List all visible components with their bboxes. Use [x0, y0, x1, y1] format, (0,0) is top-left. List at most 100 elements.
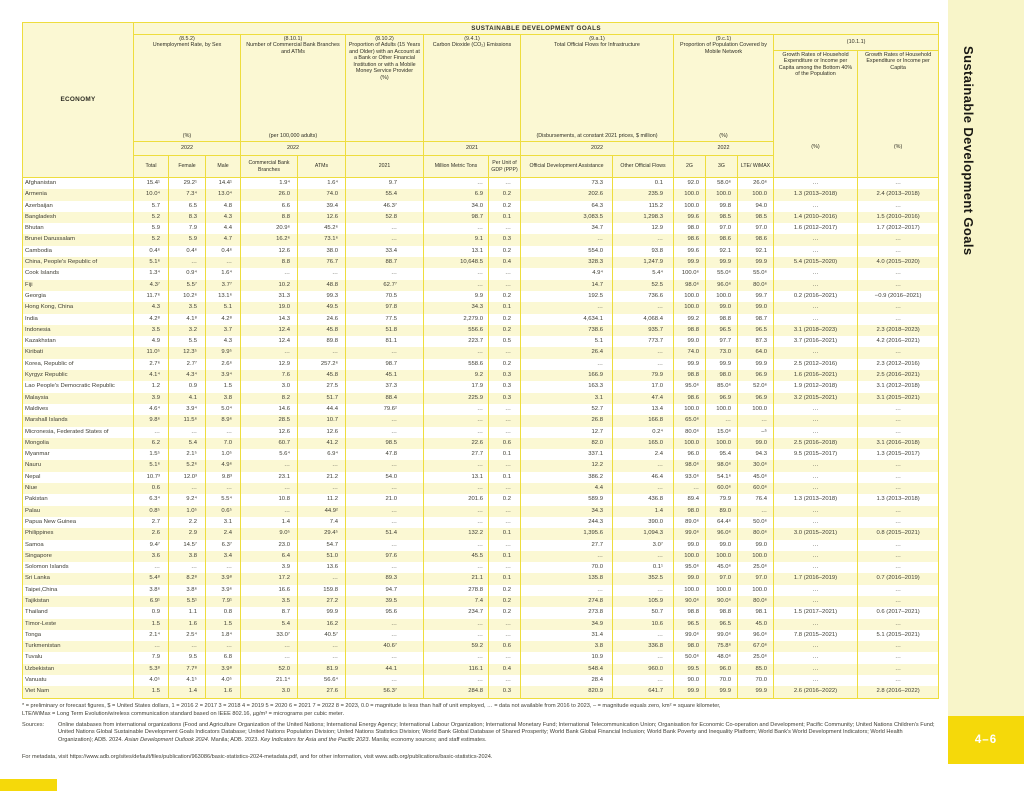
cell: 99.9 [673, 257, 706, 269]
cell: 12.6 [240, 426, 298, 438]
economy-name: Georgia [22, 290, 134, 303]
cell: 76.7 [297, 257, 346, 269]
cell: … [488, 618, 521, 630]
cell: 820.9 [520, 686, 613, 699]
cell: 44.4 [297, 403, 346, 416]
cell: … [520, 302, 613, 314]
cell: … [737, 415, 774, 427]
sources-text: Online databases from international orga… [58, 722, 938, 745]
cell: 100.0⁶ [673, 268, 706, 280]
group-mobile: (9.c.1) Proportion of Population Covered … [673, 34, 774, 142]
cell: 10.7 [297, 415, 346, 427]
cell: 89.8 [297, 336, 346, 348]
cell: 4.8 [205, 200, 241, 212]
cell: 100.0 [737, 403, 774, 416]
cell: … [773, 550, 858, 563]
year-unemployment: 2022 [133, 141, 241, 156]
cell: 27.7 [423, 449, 489, 461]
table-header: ECONOMY SUSTAINABLE DEVELOPMENT GOALS (8… [22, 22, 940, 178]
cell: 5.0⁴ [205, 403, 241, 416]
cell: 257.2⁶ [297, 358, 346, 371]
cell: 3.0 (2015–2021) [773, 528, 858, 540]
cell: 77.5 [345, 313, 424, 325]
cell: 97.7 [705, 336, 738, 348]
cell: 3.5 [168, 302, 206, 314]
cell: 100.0 [705, 403, 738, 416]
cell: … [297, 641, 346, 653]
cell: 12.6 [240, 245, 298, 258]
cell: 3.1 (2016–2018) [856, 437, 940, 450]
cell: 34.0 [423, 200, 489, 212]
cell: 0.6 [488, 641, 521, 653]
cell: 4.3⁷ [133, 279, 169, 291]
metadata-line[interactable]: For metadata, visit https://www.adb.org/… [22, 754, 493, 761]
cell: … [297, 483, 346, 495]
cell: … [612, 234, 674, 246]
cell: 11.7⁶ [133, 290, 169, 303]
table-row: Thailand 0.9 1.1 0.8 8.7 99.9 95.6 234.7 0.2 273.… [22, 607, 940, 619]
cell: 51.0 [297, 550, 346, 563]
cell: 3.1 [205, 516, 241, 529]
cell: 4.3 [133, 302, 169, 314]
cell: 1.3 (2015–2017) [856, 449, 940, 461]
cell: 1.3 (2013–2018) [856, 494, 940, 506]
economy-name: Palau [22, 505, 134, 517]
cell: 0.2 [488, 584, 521, 596]
economy-name: Kiribati [22, 347, 134, 359]
cell: 0.2 [488, 358, 521, 371]
cell: 10.2⁶ [168, 290, 206, 303]
economy-name: Brunei Darussalam [22, 234, 134, 246]
economy-name: Tuvalu [22, 652, 134, 664]
cell: 16.2 [297, 618, 346, 630]
cell: 89.3 [345, 573, 424, 585]
cell: 2.5 (2016–2018) [773, 437, 858, 450]
col-account-2021: 2021 [345, 155, 424, 178]
cell: 0.9 [168, 381, 206, 393]
cell: 244.3 [520, 516, 613, 529]
cell: … [773, 279, 858, 291]
cell: 60.0⁶ [737, 483, 774, 495]
cell: 166.8 [612, 415, 674, 427]
cell: … [488, 629, 521, 642]
economy-name: Micronesia, Federated States of [22, 426, 134, 438]
cell: 52.0 [240, 663, 298, 676]
cell: 99.0⁶ [705, 629, 738, 642]
cell: … [488, 483, 521, 495]
cell: 5.5⁷ [168, 279, 206, 291]
cell: 96.0 [705, 663, 738, 676]
cell: 26.8 [520, 415, 613, 427]
col-3g: 3G [705, 155, 738, 178]
cell: 4.1⁵ [168, 675, 206, 687]
cell: 7.0 [205, 437, 241, 450]
cell: 1.6 [168, 618, 206, 630]
footnotes: * = preliminary or forecast figures, $ =… [22, 703, 938, 762]
cell: … [773, 415, 858, 427]
cell: 554.0 [520, 245, 613, 258]
table-row: Niue 0.6………………… 4.4…… 60.0⁶ 60.0⁶…… [22, 483, 940, 495]
cell: … [856, 539, 940, 551]
cell: 3,083.5 [520, 211, 613, 224]
cell: 10.6 [612, 618, 674, 630]
group-flows: (9.a.1) Total Official Flows for Infrastr… [520, 34, 674, 142]
cell: … [345, 347, 424, 359]
cell: 45.8 [297, 324, 346, 337]
cell: 386.2 [520, 471, 613, 484]
cell: 0.8⁵ [133, 505, 169, 517]
cell: 3.7 [205, 324, 241, 337]
cell: 98.6 [673, 234, 706, 246]
table-row: Singapore 3.6 3.8 3.4 6.4 51.0 97.6 45.5 0.1…… 10… [22, 550, 940, 563]
cell: 3.2 (2015–2021) [773, 392, 858, 404]
cell: 163.3 [520, 381, 613, 393]
cell: … [856, 279, 940, 291]
cell: … [705, 415, 738, 427]
sources-block: Sources: Online databases from internati… [22, 722, 938, 745]
cell: 80.0⁶ [737, 595, 774, 608]
table-row: Pakistan 6.3⁴ 9.2⁴ 5.5⁴ 10.8 11.2 21.0 201.6 0.2… [22, 494, 940, 506]
cell: … [205, 483, 241, 495]
cell: 7.9 [133, 652, 169, 664]
economy-name: Afghanistan [22, 177, 134, 190]
cell: … [345, 415, 424, 427]
cell: 0.9⁴ [168, 268, 206, 280]
cell: 25.0⁶ [737, 562, 774, 574]
cell: 14.3 [240, 313, 298, 325]
